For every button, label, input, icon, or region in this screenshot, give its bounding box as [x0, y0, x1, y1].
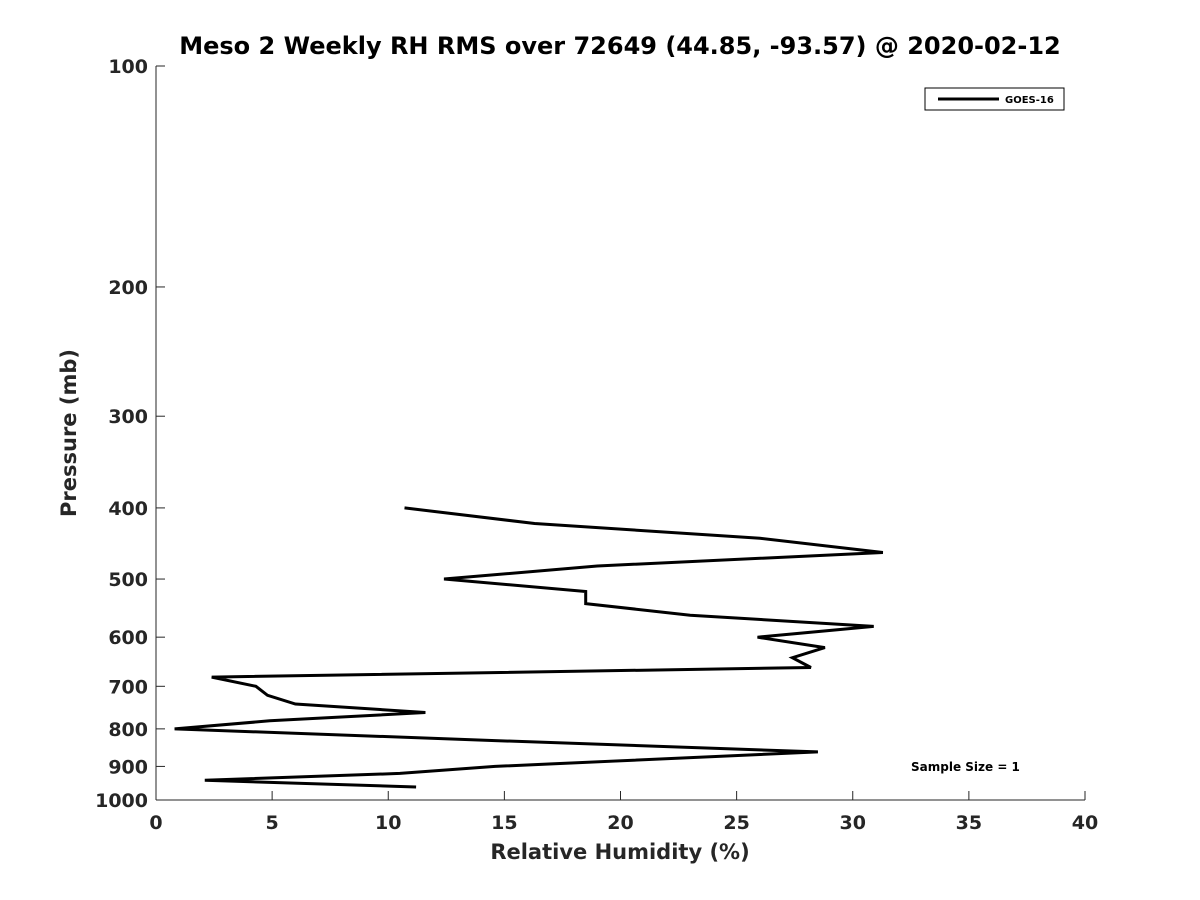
y-tick-label: 500	[108, 569, 148, 591]
x-tick-label: 10	[375, 812, 401, 834]
y-tick-label: 900	[108, 756, 148, 778]
x-tick-label: 40	[1072, 812, 1098, 834]
y-tick-label: 1000	[95, 790, 148, 812]
y-ticks: 100 200 300 400 500 600 700 800 900 1000	[95, 56, 165, 812]
y-tick-label: 400	[108, 498, 148, 520]
x-tick-label: 30	[840, 812, 866, 834]
chart-title: Meso 2 Weekly RH RMS over 72649 (44.85, …	[179, 32, 1061, 60]
y-tick-label: 800	[108, 719, 148, 741]
legend-entry-goes-16: GOES-16	[1005, 95, 1054, 106]
sample-size-annotation: Sample Size = 1	[911, 760, 1020, 774]
y-tick-label: 100	[108, 56, 148, 78]
x-tick-label: 35	[956, 812, 982, 834]
x-tick-label: 0	[149, 812, 162, 834]
x-tick-label: 25	[723, 812, 749, 834]
x-tick-label: 5	[266, 812, 279, 834]
series-group	[174, 506, 884, 789]
x-ticks: 0 5 10 15 20 25 30 35 40	[149, 791, 1098, 834]
y-tick-label: 300	[108, 406, 148, 428]
y-tick-label: 600	[108, 627, 148, 649]
x-tick-label: 15	[491, 812, 517, 834]
y-tick-label: 700	[108, 676, 148, 698]
y-tick-label: 200	[108, 277, 148, 299]
y-axis-label: Pressure (mb)	[57, 349, 81, 517]
legend: GOES-16	[924, 87, 1065, 111]
x-tick-label: 20	[607, 812, 633, 834]
series-line-goes-16	[174, 506, 884, 789]
x-axis-label: Relative Humidity (%)	[490, 840, 749, 864]
